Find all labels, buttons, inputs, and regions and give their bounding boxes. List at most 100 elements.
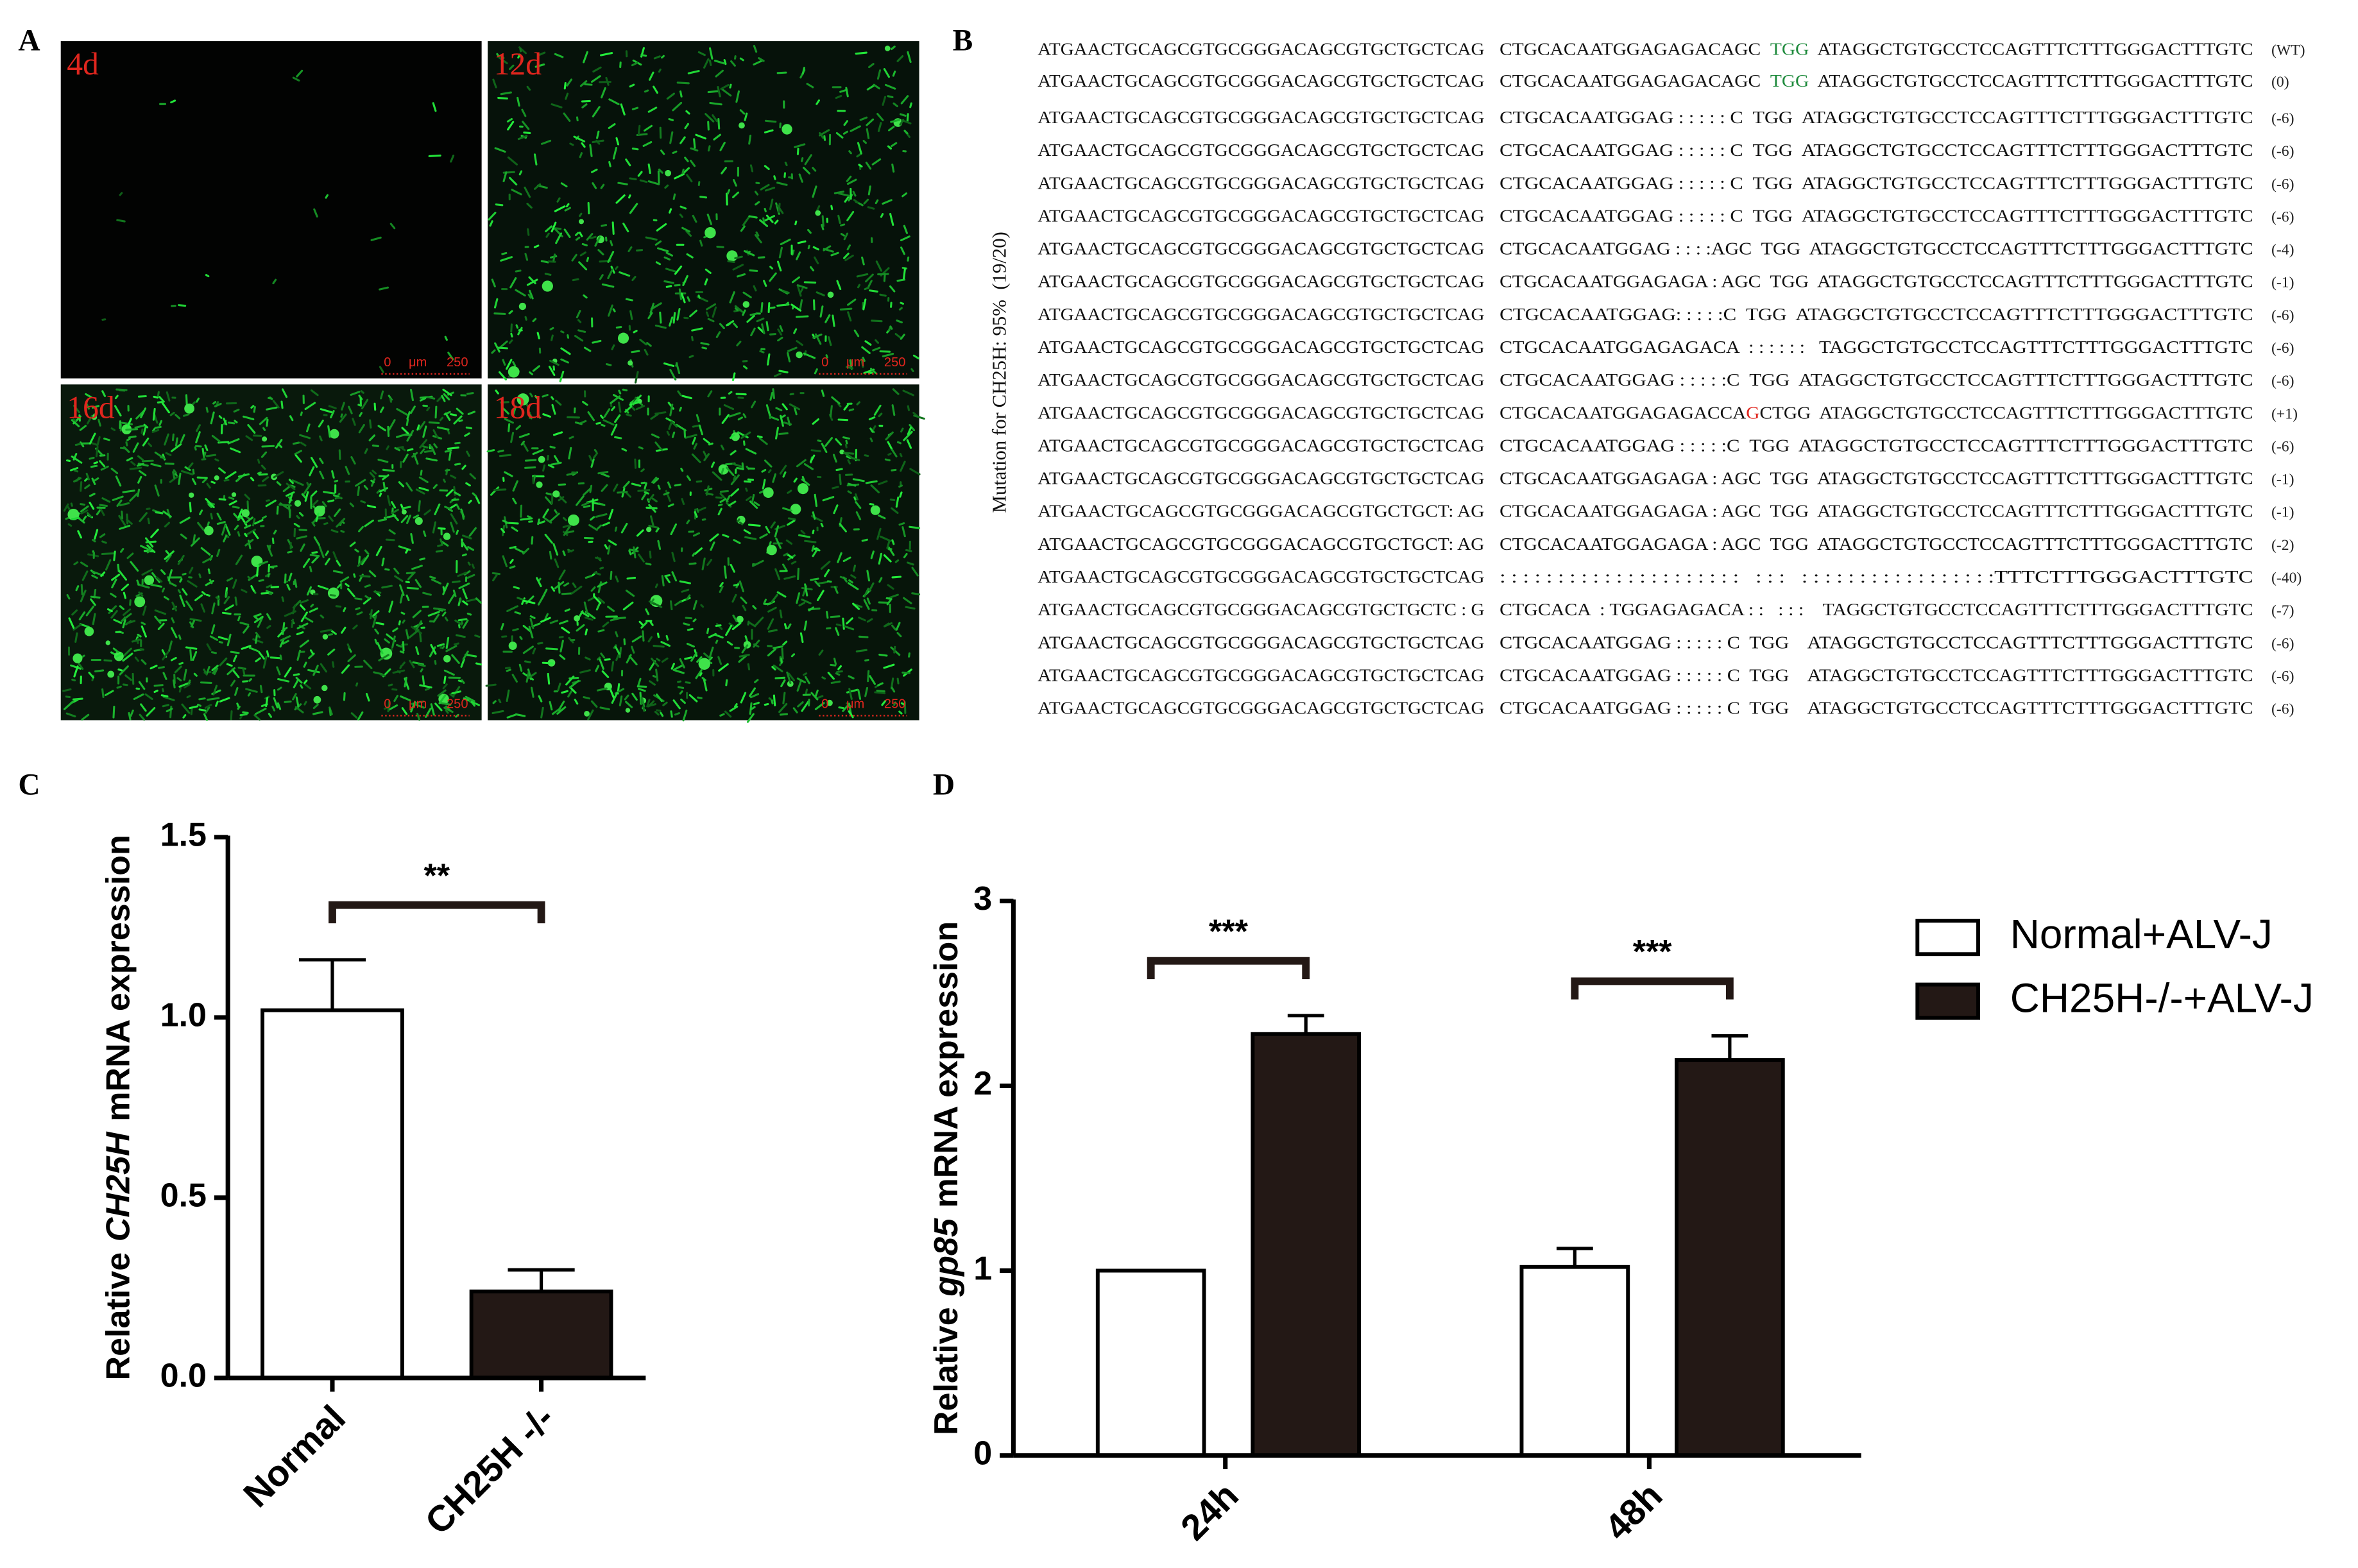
- cell: [827, 672, 835, 680]
- cell: [585, 575, 593, 579]
- cell: [708, 633, 717, 638]
- cell: [468, 527, 477, 537]
- cell: [216, 521, 226, 525]
- cell: [549, 359, 560, 366]
- cell: [112, 495, 124, 501]
- cell: [814, 689, 819, 698]
- cell: [855, 51, 867, 55]
- cell: [801, 586, 813, 591]
- cell: [637, 489, 651, 492]
- cell: [696, 656, 703, 663]
- cell: [618, 389, 622, 395]
- cell: [826, 627, 832, 630]
- cell: [567, 549, 574, 553]
- cell: [655, 261, 662, 266]
- cell: [526, 278, 538, 286]
- cell: [781, 647, 784, 660]
- cell: [694, 547, 703, 555]
- cell: [429, 646, 436, 658]
- cell: [769, 198, 774, 210]
- cell: [735, 90, 740, 103]
- sequence-right: CTGCACAATGGAG : : : : :C TGG ATAGGCTGTGC…: [1499, 370, 2253, 389]
- cell: [576, 310, 581, 319]
- cell: [286, 482, 296, 491]
- cell: [85, 472, 90, 481]
- cell: [847, 582, 859, 590]
- cell: [89, 493, 96, 497]
- cell: [884, 622, 893, 627]
- cell: [734, 55, 737, 60]
- cell: [441, 645, 445, 649]
- cell: [119, 548, 124, 553]
- cell: [171, 617, 175, 624]
- cell: [843, 625, 855, 631]
- cell: [780, 238, 791, 246]
- cell: [311, 551, 318, 554]
- cell: [728, 412, 741, 418]
- cell: [665, 251, 674, 257]
- cell: [230, 651, 240, 654]
- cell: [370, 236, 382, 241]
- cell: [399, 650, 405, 654]
- cell: [817, 581, 828, 584]
- cell: [646, 342, 652, 347]
- cell: [436, 643, 445, 647]
- cell: [554, 227, 562, 230]
- cell: [508, 310, 513, 314]
- cell: [518, 170, 523, 176]
- cell: [842, 436, 850, 440]
- cell: [866, 84, 875, 90]
- cell: [420, 470, 423, 476]
- cell: [769, 391, 774, 401]
- cell: [562, 550, 566, 556]
- cell: [876, 113, 884, 121]
- cell: [782, 507, 792, 512]
- cell: [619, 695, 623, 706]
- cell: [254, 519, 264, 525]
- cell: [688, 562, 697, 565]
- cell: [352, 624, 358, 630]
- cell: [178, 304, 187, 307]
- sequence-part: CTGCACAATGGAGAGA : AGC TGG ATAGGCTGTGCCT…: [1499, 534, 2253, 554]
- cell: [295, 454, 302, 463]
- cell: [760, 350, 765, 354]
- cell: [669, 369, 677, 381]
- cell: [843, 252, 850, 259]
- sequence-right: CTGCACAATGGAGAGACAGC TGG ATAGGCTGTGCCTCC…: [1499, 71, 2253, 90]
- cell: [862, 356, 866, 362]
- cell: [900, 235, 910, 242]
- cell: [686, 475, 691, 481]
- cell: [583, 51, 588, 64]
- cell: [709, 533, 719, 542]
- cell: [426, 396, 436, 400]
- cell: [873, 404, 882, 416]
- cell: [596, 130, 600, 139]
- cell: [436, 426, 450, 431]
- cell: [907, 405, 910, 411]
- cell: [328, 405, 337, 409]
- cell: [891, 448, 898, 457]
- cell: [197, 522, 205, 532]
- cell: [730, 563, 735, 573]
- cell: [445, 645, 457, 652]
- cell: [266, 650, 269, 658]
- cell: [72, 418, 77, 422]
- cell: [769, 306, 776, 309]
- cell: [698, 425, 703, 436]
- cell: [790, 504, 801, 515]
- cell: [751, 400, 756, 409]
- cell: [239, 622, 250, 626]
- cell: [276, 666, 281, 676]
- cell: [891, 624, 897, 631]
- cell: [700, 604, 705, 608]
- cell: [671, 571, 678, 582]
- cell: [300, 599, 309, 604]
- cell: [601, 87, 606, 99]
- cell: [327, 425, 331, 438]
- sequence-right: CTGCACAATGGAG : : : :AGC TGG ATAGGCTGTGC…: [1499, 239, 2253, 259]
- cell: [706, 558, 713, 567]
- cell: [885, 597, 891, 600]
- cell: [831, 396, 841, 405]
- cell: [441, 611, 447, 617]
- cell: [850, 574, 857, 579]
